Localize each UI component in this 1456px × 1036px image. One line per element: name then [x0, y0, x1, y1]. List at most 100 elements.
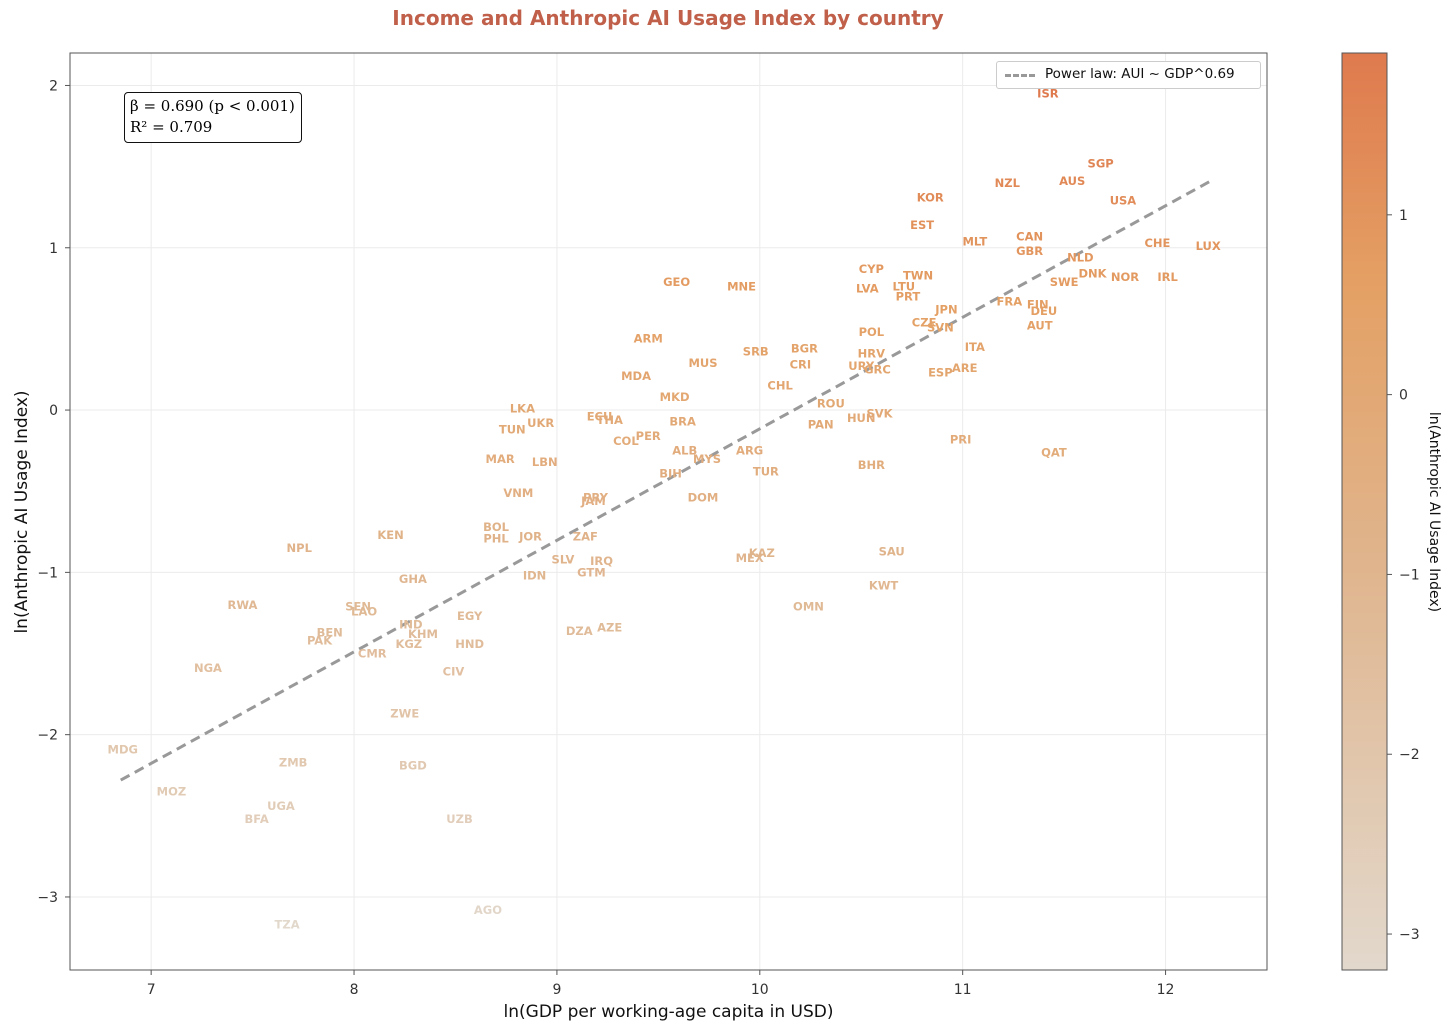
- legend-dashed-line-swatch: [1005, 74, 1035, 77]
- country-point-sgp: SGP: [1088, 156, 1114, 170]
- country-point-moz: MOZ: [157, 784, 187, 798]
- y-tick-label: −3: [37, 890, 58, 906]
- country-point-kwt: KWT: [869, 578, 899, 592]
- country-point-gha: GHA: [399, 572, 427, 586]
- country-point-jam: JAM: [580, 494, 606, 508]
- country-point-gtm: GTM: [577, 565, 606, 579]
- x-tick-label: 7: [147, 982, 156, 998]
- country-point-che: CHE: [1144, 236, 1170, 250]
- country-point-lka: LKA: [510, 401, 535, 415]
- country-point-mdg: MDG: [108, 742, 138, 756]
- country-point-cri: CRI: [790, 358, 812, 372]
- country-point-nor: NOR: [1111, 270, 1139, 284]
- country-point-grc: GRC: [864, 362, 891, 376]
- country-point-lux: LUX: [1196, 239, 1221, 253]
- country-point-egy: EGY: [457, 609, 483, 623]
- country-point-mne: MNE: [727, 280, 756, 294]
- country-point-aus: AUS: [1059, 174, 1085, 188]
- y-tick-label: 0: [49, 403, 58, 419]
- country-point-mar: MAR: [486, 452, 515, 466]
- country-point-rou: ROU: [817, 397, 845, 411]
- country-point-fin: FIN: [1027, 298, 1049, 312]
- country-point-phl: PHL: [483, 531, 509, 545]
- country-point-geo: GEO: [663, 275, 690, 289]
- colorbar-tick-label: 0: [1399, 388, 1408, 404]
- country-point-ind: IND: [399, 617, 422, 631]
- x-tick-label: 8: [350, 982, 359, 998]
- country-point-mys: MYS: [693, 452, 721, 466]
- country-point-pak: PAK: [307, 634, 333, 648]
- country-point-aut: AUT: [1027, 319, 1053, 333]
- y-tick-label: 2: [49, 78, 58, 94]
- legend-label: Power law: AUI ~ GDP^0.69: [1045, 66, 1235, 82]
- country-point-kor: KOR: [917, 190, 944, 204]
- x-tick-label: 11: [954, 982, 972, 998]
- country-point-sen: SEN: [345, 599, 371, 613]
- country-point-bih: BIH: [659, 466, 682, 480]
- colorbar: [1341, 52, 1388, 971]
- country-point-nld: NLD: [1067, 250, 1094, 264]
- country-point-deu: DEU: [1030, 304, 1057, 318]
- country-point-mex: MEX: [736, 551, 764, 565]
- country-point-svn: SVN: [927, 320, 954, 334]
- stats-box: β = 0.690 (p < 0.001) R² = 0.709: [124, 92, 302, 143]
- chart-title: Income and Anthropic AI Usage Index by c…: [392, 6, 944, 30]
- country-point-col: COL: [613, 434, 639, 448]
- country-point-aze: AZE: [597, 621, 622, 635]
- country-point-dom: DOM: [688, 491, 719, 505]
- country-point-mkd: MKD: [660, 390, 690, 404]
- x-tick-label: 9: [552, 982, 561, 998]
- country-point-svk: SVK: [866, 406, 893, 420]
- grid-layer: [70, 53, 1267, 970]
- country-point-vnm: VNM: [503, 486, 533, 500]
- plot-frame: [69, 52, 1268, 971]
- country-point-nga: NGA: [194, 661, 222, 675]
- r2-stat: R² = 0.709: [130, 118, 213, 136]
- country-point-are: ARE: [952, 361, 978, 375]
- power-law-fit-line: [119, 179, 1211, 782]
- country-point-rwa: RWA: [227, 598, 257, 612]
- country-point-bhr: BHR: [858, 458, 885, 472]
- country-point-esp: ESP: [928, 366, 953, 380]
- country-point-jor: JOR: [518, 530, 542, 544]
- country-point-can: CAN: [1016, 229, 1043, 243]
- y-tick-label: 1: [49, 241, 58, 257]
- country-point-pan: PAN: [808, 418, 834, 432]
- country-point-ita: ITA: [965, 340, 985, 354]
- country-point-hnd: HND: [455, 637, 484, 651]
- legend: Power law: AUI ~ GDP^0.69: [996, 61, 1261, 89]
- country-point-sau: SAU: [879, 544, 905, 558]
- country-point-nzl: NZL: [995, 176, 1021, 190]
- country-point-idn: IDN: [523, 569, 546, 583]
- country-point-per: PER: [636, 429, 661, 443]
- country-point-zaf: ZAF: [573, 530, 598, 544]
- country-point-ken: KEN: [377, 528, 403, 542]
- country-point-pri: PRI: [950, 432, 972, 446]
- country-point-dnk: DNK: [1078, 267, 1107, 281]
- country-point-alb: ALB: [672, 444, 697, 458]
- country-point-bgr: BGR: [791, 341, 818, 355]
- colorbar-label: ln(Anthropic AI Usage Index): [1426, 411, 1442, 613]
- y-tick-label: −1: [37, 565, 58, 581]
- country-point-tun: TUN: [499, 423, 526, 437]
- country-point-uzb: UZB: [446, 812, 472, 826]
- country-point-gbr: GBR: [1016, 244, 1043, 258]
- country-point-fra: FRA: [997, 294, 1023, 308]
- country-point-swe: SWE: [1050, 275, 1079, 289]
- country-point-tza: TZA: [275, 918, 300, 932]
- country-point-isr: ISR: [1037, 87, 1059, 101]
- country-point-hun: HUN: [847, 411, 876, 425]
- country-point-cyp: CYP: [859, 262, 884, 276]
- country-point-pry: PRY: [583, 491, 609, 505]
- colorbar-tick-label: −2: [1399, 747, 1420, 763]
- country-point-zwe: ZWE: [390, 707, 419, 721]
- country-point-lao: LAO: [351, 604, 377, 618]
- country-point-npl: NPL: [287, 541, 313, 555]
- country-point-bgd: BGD: [399, 759, 427, 773]
- country-point-chl: CHL: [767, 379, 793, 393]
- country-point-jpn: JPN: [934, 302, 957, 316]
- country-point-uga: UGA: [267, 799, 295, 813]
- country-point-ago: AGO: [474, 903, 502, 917]
